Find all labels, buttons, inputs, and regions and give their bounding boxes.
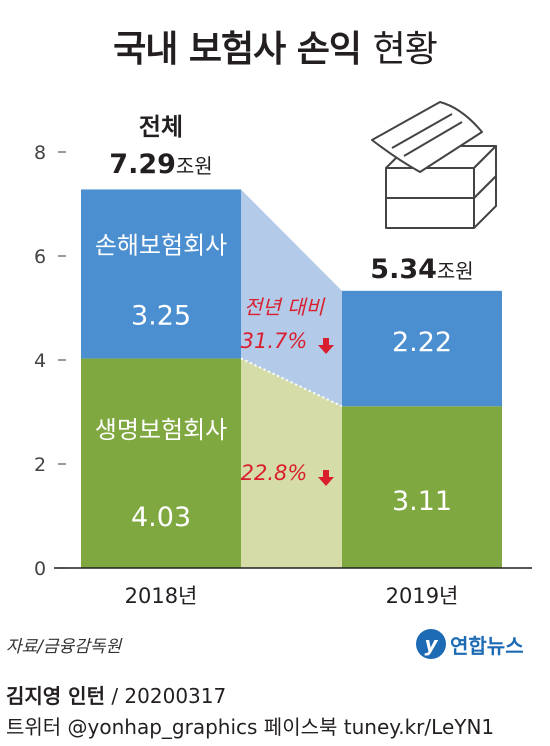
value-label-life-2: 3.11	[392, 486, 452, 517]
title-sub: 현황	[372, 29, 438, 70]
y-tick-label: 2	[34, 454, 46, 476]
bar-nonlife-1	[81, 189, 241, 359]
value-label-life-1: 4.03	[131, 502, 191, 533]
credit-date: / 20200317	[111, 684, 227, 708]
x-category-label: 2019년	[386, 584, 459, 608]
chart-title: 국내 보험사 손익 현황	[0, 20, 550, 72]
nonlife-change-band	[241, 189, 342, 407]
y-tick-label: 8	[34, 142, 46, 164]
change-value-nonlife: 31.7%	[241, 329, 308, 353]
y-tick-label: 6	[34, 246, 46, 268]
bar-nonlife-2	[342, 290, 502, 407]
total-caption: 전체	[139, 113, 183, 141]
band-divider	[240, 357, 343, 408]
total-2018: 7.29조원	[109, 149, 212, 180]
yonhap-logo-icon: y	[416, 629, 446, 659]
bar-life-1	[81, 358, 241, 568]
down-arrow-icon	[318, 338, 334, 354]
yonhap-logo-text: 연합뉴스	[450, 633, 524, 658]
money-stack-icon	[371, 101, 497, 229]
title-main: 국내 보험사 손익	[113, 29, 362, 70]
change-value-life: 22.8%	[241, 461, 308, 485]
total-2019: 5.34조원	[370, 254, 473, 285]
series-name-nonlife: 손해보험회사	[95, 232, 227, 260]
y-tick-label: 0	[34, 558, 46, 580]
x-category-label: 2018년	[125, 584, 198, 608]
value-label-nonlife-2: 2.22	[392, 327, 452, 358]
source-note: 자료/금융감독원	[6, 637, 122, 657]
credit-author: 김지영 인턴	[6, 684, 105, 708]
social-links: 트위터 @yonhap_graphics 페이스북 tuney.kr/LeYN1	[6, 715, 495, 739]
series-name-life: 생명보험회사	[95, 416, 227, 444]
credit-line: 김지영 인턴 / 20200317	[6, 680, 226, 709]
value-label-nonlife-1: 3.25	[131, 301, 191, 332]
change-caption-nonlife: 전년 대비	[244, 295, 326, 319]
yonhap-logo: y 연합뉴스	[416, 624, 524, 664]
y-tick-label: 4	[34, 350, 46, 372]
life-change-band	[241, 358, 342, 568]
bar-life-2	[342, 406, 502, 568]
down-arrow-icon	[318, 470, 334, 486]
